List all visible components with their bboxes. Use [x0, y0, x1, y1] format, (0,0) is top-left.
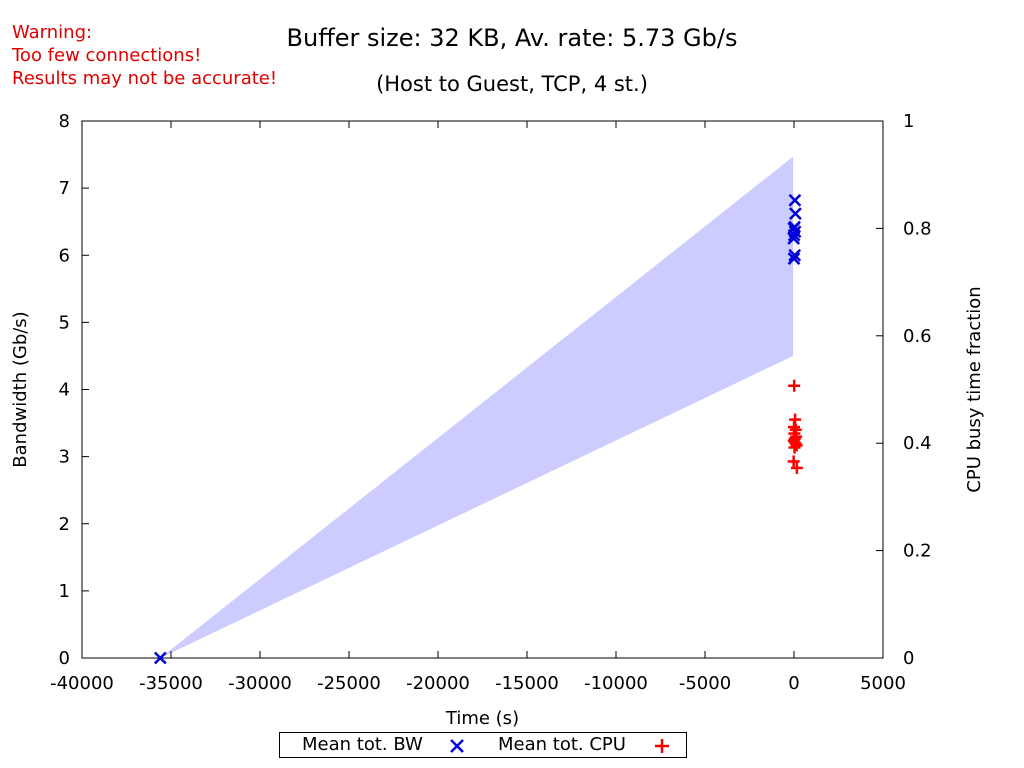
x-axis-label: Time (s) [445, 708, 519, 729]
y2-tick-label: 1 [903, 111, 914, 132]
warning-line-1: Warning: [12, 22, 93, 43]
y-tick-label: 0 [59, 648, 70, 669]
x-tick-label: -35000 [139, 673, 203, 694]
bw-point [788, 193, 802, 207]
y-tick-label: 6 [59, 245, 70, 266]
legend: Mean tot. BW Mean tot. CPU [279, 732, 687, 758]
cpu-point [788, 379, 801, 392]
y-tick-label: 7 [59, 178, 70, 199]
y-axis-label: Bandwidth (Gb/s) [10, 311, 31, 467]
y-tick-label: 5 [59, 312, 70, 333]
y2-tick-label: 0.4 [903, 433, 932, 454]
legend-label-bw: Mean tot. BW [302, 734, 423, 755]
bw-point [788, 248, 802, 262]
bw-point [787, 252, 801, 265]
confidence-band [160, 156, 794, 659]
chart-title: Buffer size: 32 KB, Av. rate: 5.73 Gb/s [286, 24, 738, 52]
x-tick-label: -25000 [317, 673, 381, 694]
bw-point [788, 220, 801, 234]
x-tick-label: -30000 [228, 673, 292, 694]
y-tick-label: 8 [59, 111, 70, 132]
cpu-point [788, 441, 801, 454]
legend-marker-cpu [655, 739, 669, 753]
warning-line-3: Results may not be accurate! [12, 68, 278, 89]
x-tick-label: 0 [788, 673, 799, 694]
y2-tick-label: 0.8 [903, 218, 932, 239]
bw-point [153, 651, 167, 665]
warning-line-2: Too few connections! [12, 45, 202, 66]
x-tick-label: -15000 [495, 673, 559, 694]
cpu-point [790, 461, 803, 474]
x-tick-label: -40000 [50, 673, 114, 694]
y2-tick-label: 0 [903, 648, 914, 669]
y-tick-label: 4 [59, 380, 70, 401]
legend-label-cpu: Mean tot. CPU [498, 734, 626, 755]
legend-marker-bw [450, 739, 464, 753]
y2-tick-label: 0.6 [903, 326, 932, 347]
bw-point [788, 225, 802, 239]
y-tick-label: 2 [59, 514, 70, 535]
y-tick-label: 3 [59, 447, 70, 468]
y-tick-label: 1 [59, 581, 70, 602]
x-tick-label: -5000 [679, 673, 731, 694]
cpu-point [790, 439, 803, 452]
y2-tick-label: 0.2 [903, 541, 932, 562]
cpu-point [787, 455, 800, 468]
chart-subtitle: (Host to Guest, TCP, 4 st.) [376, 72, 648, 96]
x-tick-label: -20000 [406, 673, 470, 694]
y2-axis-label: CPU busy time fraction [964, 286, 985, 492]
x-tick-label: -10000 [584, 673, 648, 694]
x-tick-label: 5000 [860, 673, 906, 694]
bw-point [789, 207, 802, 221]
